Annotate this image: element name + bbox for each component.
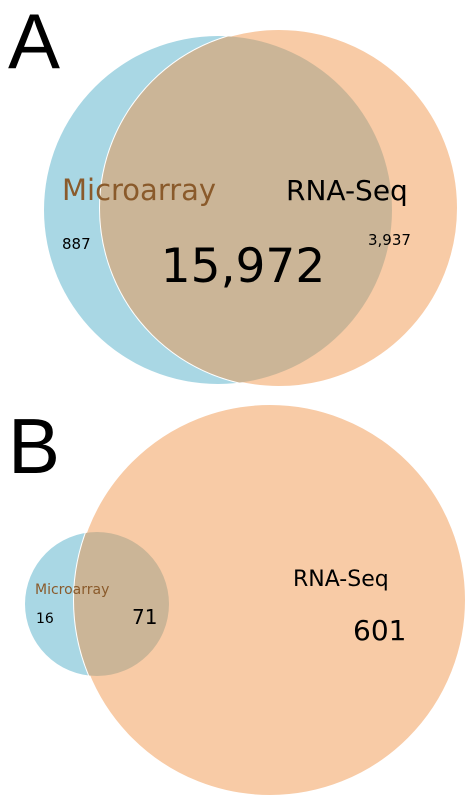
microarray-label-b: Microarray xyxy=(35,582,109,598)
overlap-region-a xyxy=(100,36,392,384)
microarray-only-count-a: 887 xyxy=(62,235,91,253)
rnaseq-only-count-a: 3,937 xyxy=(368,231,411,249)
rnaseq-only-count-b: 601 xyxy=(353,614,406,647)
microarray-label-a: Microarray xyxy=(62,173,216,207)
venn-panel-a: A Microarray RNA-Seq 887 15,972 3,937 xyxy=(8,0,459,388)
microarray-only-count-b: 16 xyxy=(36,611,54,627)
rnaseq-label-a: RNA-Seq xyxy=(286,174,408,207)
overlap-count-a: 15,972 xyxy=(161,239,325,294)
venn-panel-b: B Microarray RNA-Seq 16 71 601 xyxy=(8,402,467,797)
panel-letter-a: A xyxy=(8,0,60,85)
overlap-region-b xyxy=(74,532,169,676)
rnaseq-label-b: RNA-Seq xyxy=(293,567,389,592)
panel-letter-b: B xyxy=(8,402,60,490)
overlap-count-b: 71 xyxy=(132,605,157,629)
